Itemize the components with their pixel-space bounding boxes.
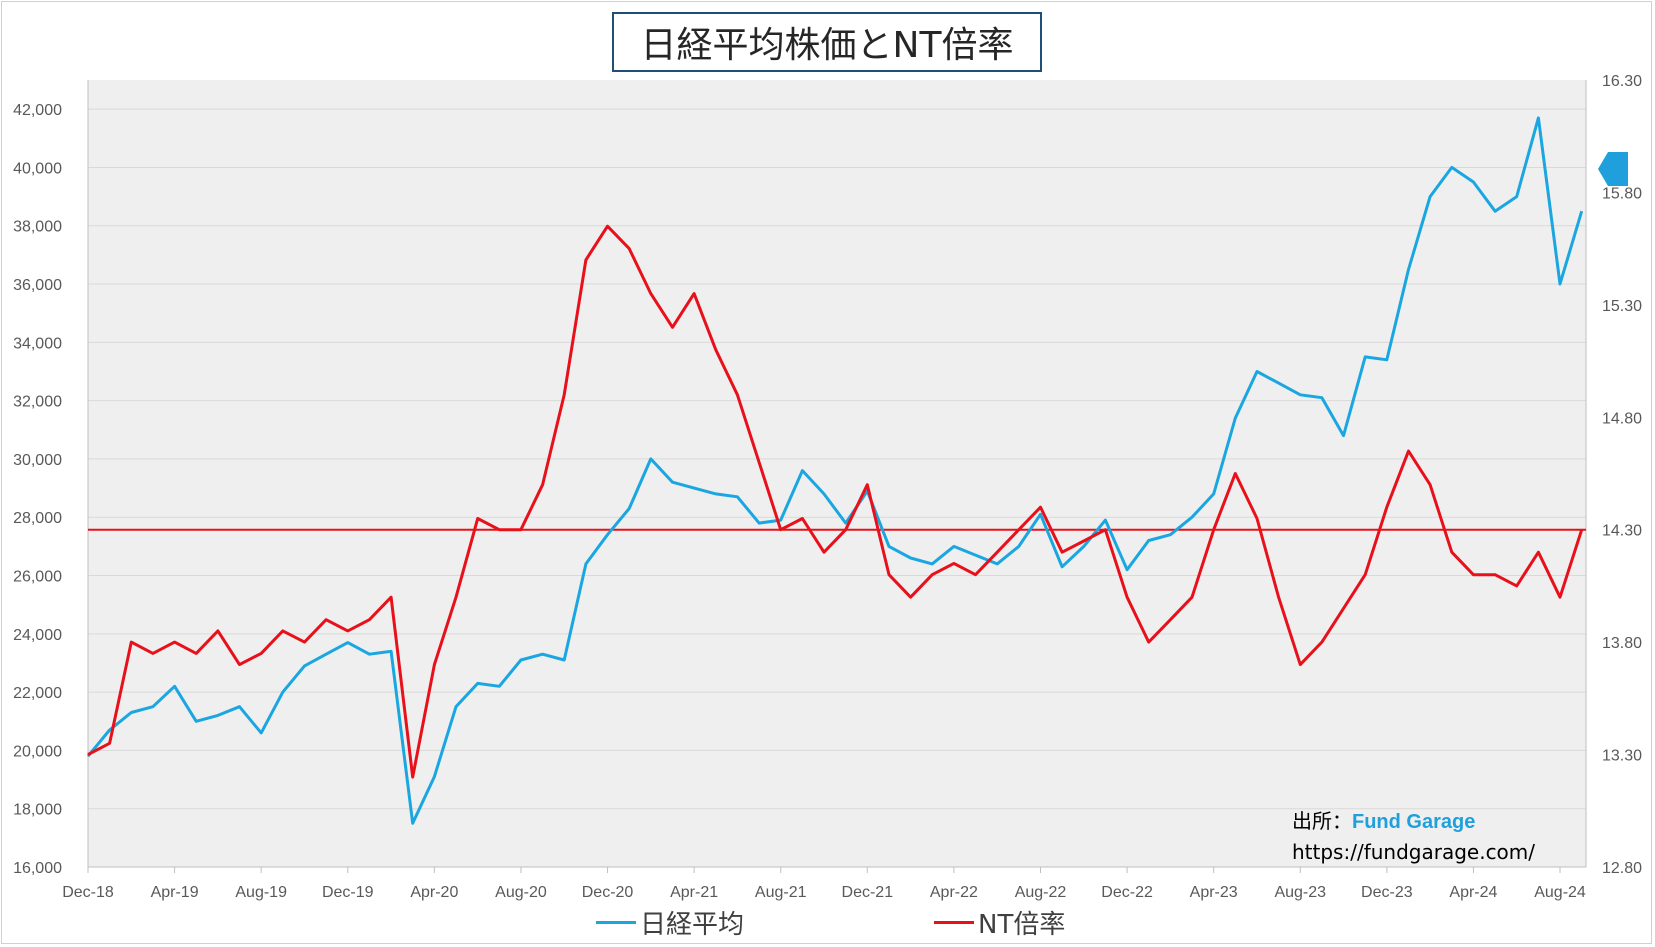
right-axis-ticks: 12.80 13.30 13.80 14.30 14.80 15.30 15.80 16.30 [1602,73,1642,877]
x-tick-label: Aug-22 [1015,884,1067,901]
left-tick-label: 20,000 [13,743,62,760]
x-tick-label: Apr-23 [1190,884,1238,901]
x-tick-label: Dec-20 [582,884,634,901]
plot-area [88,80,1586,867]
right-tick-label: 13.80 [1602,635,1642,652]
right-tick-label: 15.80 [1602,185,1642,202]
right-tick-label: 15.30 [1602,298,1642,315]
legend-swatch-nikkei [596,921,636,924]
right-tick-label: 12.80 [1602,860,1642,877]
grid-lines [88,108,1586,810]
left-tick-label: 40,000 [13,160,62,177]
legend-label-nikkei: 日経平均 [640,910,745,940]
left-tick-label: 42,000 [13,102,62,119]
x-tick-label: Aug-24 [1534,884,1586,901]
x-tick-label: Apr-21 [670,884,718,901]
x-tick-label: Dec-21 [842,884,894,901]
left-tick-label: 30,000 [13,452,62,469]
current-value-marker [1598,152,1628,186]
x-tick-label: Aug-21 [755,884,807,901]
x-tick-label: Dec-19 [322,884,374,901]
left-tick-label: 32,000 [13,394,62,411]
right-tick-label: 13.30 [1602,748,1642,765]
left-tick-label: 34,000 [13,335,62,352]
left-tick-label: 16,000 [13,860,62,877]
left-tick-label: 26,000 [13,569,62,586]
right-tick-label: 14.80 [1602,410,1642,427]
legend-swatch-nt [934,921,974,924]
legend: 日経平均 NT倍率 [0,904,1655,940]
left-axis-ticks: 16,000 18,000 20,000 22,000 24,000 26,000 28,0… [13,102,62,877]
left-tick-label: 22,000 [13,685,62,702]
chart-title: 日経平均株価とNT倍率 [612,12,1042,72]
x-tick-label: Dec-22 [1101,884,1153,901]
x-tick-label: Apr-20 [410,884,458,901]
left-tick-label: 28,000 [13,510,62,527]
x-tick-label: Aug-23 [1274,884,1326,901]
x-axis-ticks: Dec-18 Apr-19 Aug-19 Dec-19 Apr-20 Aug-20 Dec-… [62,80,1587,901]
left-tick-label: 38,000 [13,219,62,236]
x-tick-label: Dec-23 [1361,884,1413,901]
x-tick-label: Aug-19 [235,884,287,901]
x-tick-label: Apr-22 [930,884,978,901]
source-name: Fund Garage [1352,811,1476,833]
source-prefix: 出所： [1292,809,1352,833]
left-tick-label: 18,000 [13,802,62,819]
right-tick-label: 14.30 [1602,523,1642,540]
nt-ratio-line [87,224,1584,779]
x-tick-label: Apr-19 [151,884,199,901]
left-tick-label: 24,000 [13,627,62,644]
x-tick-label: Apr-24 [1449,884,1497,901]
right-tick-label: 16.30 [1602,73,1642,90]
source-url: https://fundgarage.com/ [1292,840,1536,864]
legend-item-nt: NT倍率 [934,904,1065,941]
source-note: 出所：Fund Garage https://fundgarage.com/ [1292,806,1535,867]
x-tick-label: Dec-18 [62,884,114,901]
series-lines [86,116,1586,825]
legend-item-nikkei: 日経平均 [596,904,744,941]
legend-label-nt: NT倍率 [978,910,1066,940]
nikkei-line [86,116,1584,825]
left-tick-label: 36,000 [13,277,62,294]
x-tick-label: Aug-20 [495,884,547,901]
